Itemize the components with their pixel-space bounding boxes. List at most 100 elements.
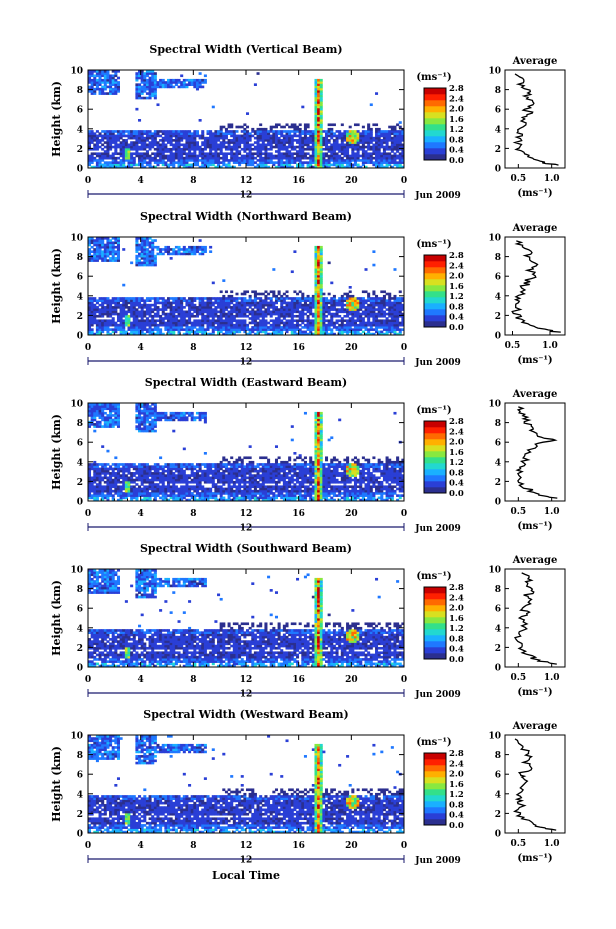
heatmap-cell <box>227 323 231 327</box>
heatmap-cell <box>122 319 126 323</box>
heatmap-cell <box>169 132 173 135</box>
heatmap-cell <box>135 494 139 497</box>
heatmap-cell <box>230 330 234 334</box>
heatmap-cell <box>261 159 265 162</box>
heatmap-cell <box>356 150 360 153</box>
heatmap-cell <box>296 323 300 327</box>
heatmap-cell <box>288 152 292 156</box>
heatmap-cell <box>95 143 99 147</box>
heatmap-cell <box>138 92 142 95</box>
average-title: Average <box>512 56 558 67</box>
heatmap-cell <box>127 489 131 493</box>
heatmap-cell <box>224 159 228 162</box>
heatmap-cell <box>140 159 144 162</box>
heatmap-cell <box>201 323 205 327</box>
heatmap-cell <box>140 76 144 80</box>
heatmap-cell <box>274 294 278 298</box>
heatmap-cell <box>114 463 118 466</box>
heatmap-cell <box>98 239 102 242</box>
heatmap-cell <box>161 132 165 135</box>
heatmap-cell <box>369 312 373 316</box>
heatmap-cell <box>185 323 189 327</box>
heatmap-cell <box>272 154 276 158</box>
heatmap-cell <box>206 152 210 156</box>
heatmap-cell <box>98 411 102 415</box>
heatmap-cell <box>119 308 123 311</box>
heatmap-cell <box>135 427 139 431</box>
heatmap-cell <box>219 312 223 316</box>
heatmap-cell <box>174 78 178 82</box>
heatmap-cell <box>88 496 92 500</box>
heatmap-cell <box>209 163 213 167</box>
heatmap-cell <box>401 150 405 153</box>
heatmap-cell <box>135 74 139 78</box>
heatmap-cell <box>140 403 144 406</box>
heatmap-cell <box>198 159 202 162</box>
heatmap-cell <box>103 130 107 133</box>
heatmap-cell <box>390 297 394 300</box>
colorbar-swatch <box>424 148 446 155</box>
heatmap-cell <box>274 321 278 325</box>
heatmap-cell <box>167 165 171 169</box>
heatmap-cell <box>98 141 102 144</box>
heatmap-cell <box>135 90 139 93</box>
heatmap-cell <box>135 312 139 316</box>
heatmap-cell <box>135 326 139 329</box>
heatmap-cell <box>317 114 321 118</box>
heatmap-cell <box>375 152 379 156</box>
heatmap-cell <box>214 310 218 314</box>
heatmap-cell <box>95 306 99 309</box>
heatmap-cell <box>103 474 107 477</box>
heatmap-cell <box>246 326 250 329</box>
heatmap-cell <box>159 332 163 336</box>
heatmap-cell <box>116 418 120 422</box>
heatmap-cell <box>303 308 307 311</box>
heatmap-cell <box>174 308 178 311</box>
heatmap-cell <box>98 409 102 413</box>
heatmap-cell <box>369 303 373 307</box>
height-tick-label: 2 <box>77 312 83 322</box>
heatmap-cell <box>214 154 218 158</box>
heatmap-cell <box>180 147 184 151</box>
heatmap-cell <box>122 323 126 327</box>
heatmap-cell <box>356 145 360 149</box>
heatmap-cell <box>306 294 310 298</box>
heatmap-cell <box>127 321 131 325</box>
heatmap-cell <box>95 476 99 480</box>
heatmap-cell <box>367 294 371 298</box>
heatmap-cell <box>246 139 250 142</box>
heatmap-cell <box>211 159 215 162</box>
heatmap-cell <box>132 317 136 320</box>
heatmap-cell <box>280 143 284 147</box>
heatmap-cell <box>95 409 99 413</box>
heatmap-cell <box>219 145 223 149</box>
heatmap-cell <box>375 147 379 151</box>
heatmap-cell <box>98 483 102 486</box>
heatmap-cell <box>222 132 226 135</box>
heatmap-cell <box>138 328 142 331</box>
heatmap-cell <box>109 472 113 475</box>
heatmap-cell <box>122 301 126 305</box>
heatmap-cell <box>356 301 360 305</box>
heatmap-cell <box>296 297 300 300</box>
heatmap-cell <box>93 474 97 477</box>
heatmap-cell <box>90 165 94 169</box>
heatmap-cell <box>90 139 94 142</box>
heatmap-cell <box>348 159 352 162</box>
heatmap-cell <box>227 145 231 149</box>
heatmap-cell <box>95 414 99 417</box>
heatmap-cell <box>145 156 149 160</box>
heatmap-cell <box>356 312 360 316</box>
heatmap-cell <box>156 332 160 336</box>
heatmap-cell <box>111 496 115 500</box>
time-tick-label: 0 <box>401 343 407 353</box>
heatmap-cell <box>353 314 357 318</box>
heatmap-cell <box>277 159 281 162</box>
heatmap-cell <box>103 489 107 493</box>
heatmap-cell <box>246 141 250 144</box>
heatmap-cell <box>232 132 236 135</box>
heatmap-cell <box>103 145 107 149</box>
heatmap-cell <box>145 476 149 480</box>
heatmap-cell <box>224 303 228 307</box>
heatmap-cell <box>251 290 255 294</box>
